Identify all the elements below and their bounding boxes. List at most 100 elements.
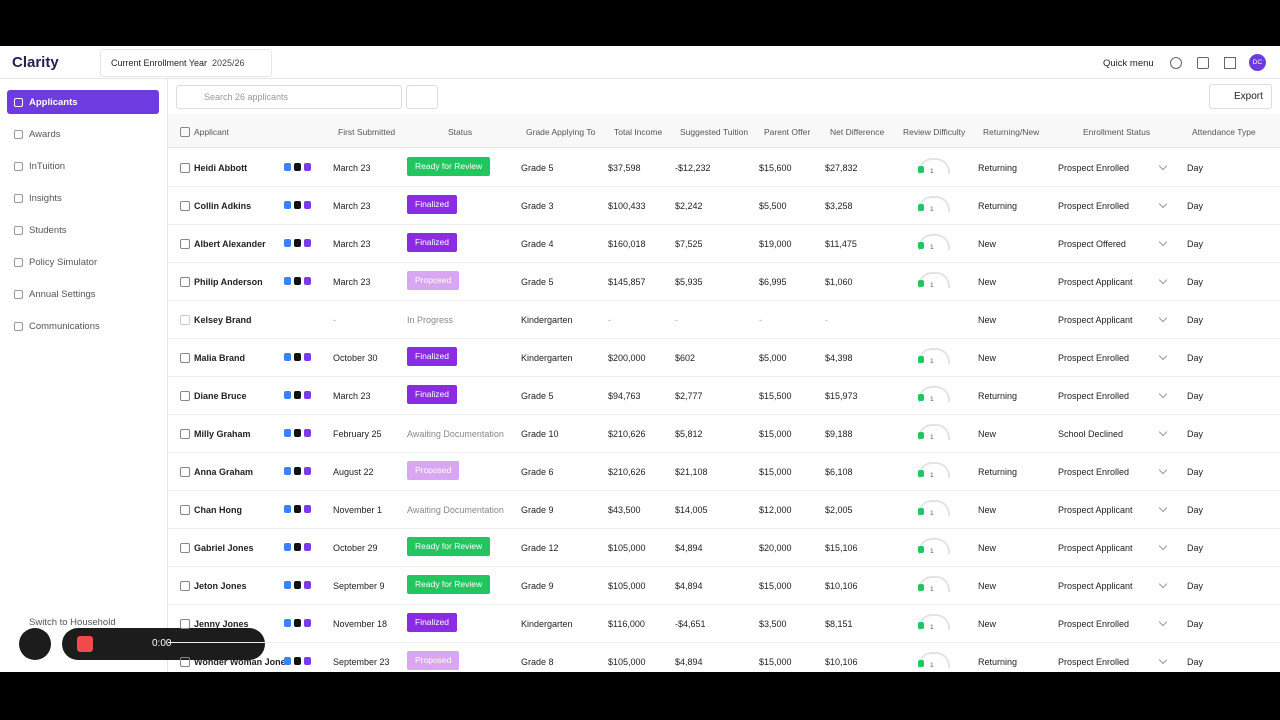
cell: $21,108 — [675, 467, 708, 477]
cell: $12,000 — [759, 505, 792, 515]
document-icon — [294, 657, 301, 665]
cell: Jenny Jones — [194, 619, 249, 629]
nav-item[interactable]: Applicants — [29, 97, 78, 108]
logo[interactable]: Clarity — [12, 54, 59, 71]
document-icon — [304, 353, 311, 361]
column-header[interactable]: Total Income — [614, 127, 663, 137]
nav-item[interactable]: Students — [29, 225, 67, 236]
nav-item[interactable]: Awards — [29, 129, 61, 140]
nav-item[interactable]: Insights — [29, 193, 62, 204]
column-header[interactable]: Returning/New — [983, 127, 1040, 137]
cell: Returning — [978, 163, 1018, 173]
quick-menu[interactable]: Quick menu — [1103, 58, 1154, 69]
year-value[interactable]: 2025/26 — [212, 58, 245, 68]
row-checkbox[interactable] — [180, 505, 190, 515]
column-header[interactable]: Parent Offer — [764, 127, 811, 137]
row-checkbox[interactable] — [180, 619, 190, 629]
row-checkbox[interactable] — [180, 429, 190, 439]
export-label: Export — [1234, 91, 1263, 102]
sidebar-footer[interactable]: Switch to Household — [29, 617, 116, 628]
settings-icon[interactable] — [1170, 57, 1182, 69]
share-icon[interactable] — [1197, 57, 1209, 69]
column-header[interactable]: Net Difference — [830, 127, 885, 137]
cell: Grade 6 — [521, 467, 554, 477]
row-checkbox[interactable] — [180, 353, 190, 363]
row-checkbox[interactable] — [180, 467, 190, 477]
data-icon[interactable] — [1224, 57, 1236, 69]
document-icon — [294, 353, 301, 361]
cell: $15,000 — [759, 467, 792, 477]
filter-button[interactable] — [406, 85, 438, 109]
column-header[interactable]: Attendance Type — [1192, 127, 1256, 137]
table-row[interactable] — [168, 376, 1280, 415]
avatar[interactable]: DC — [1249, 54, 1266, 71]
cell: - — [759, 315, 762, 325]
status-pill: Proposed — [407, 651, 460, 670]
document-icon — [284, 619, 291, 627]
cell: - — [675, 315, 678, 325]
row-checkbox[interactable] — [180, 543, 190, 553]
column-header[interactable]: Enrollment Status — [1083, 127, 1151, 137]
stop-button[interactable] — [77, 636, 93, 652]
column-header[interactable]: Status — [448, 127, 473, 137]
document-icon — [304, 391, 311, 399]
row-checkbox[interactable] — [180, 277, 190, 287]
difficulty-fill — [918, 356, 924, 363]
table-row[interactable] — [168, 224, 1280, 263]
cell: Grade 9 — [521, 505, 554, 515]
column-header[interactable]: First Submitted — [338, 127, 396, 137]
row-checkbox[interactable] — [180, 163, 190, 173]
table-row[interactable] — [168, 452, 1280, 491]
column-header[interactable]: Review Difficulty — [903, 127, 966, 137]
table-row[interactable] — [168, 490, 1280, 529]
nav-icon — [14, 258, 23, 267]
document-icon — [284, 391, 291, 399]
cell: $3,500 — [759, 619, 787, 629]
column-header[interactable]: Applicant — [194, 127, 229, 137]
difficulty-value: 1 — [930, 282, 934, 289]
year-label: Current Enrollment Year — [111, 58, 208, 68]
search-box[interactable] — [176, 85, 402, 109]
row-checkbox[interactable] — [180, 657, 190, 667]
table-row[interactable] — [168, 338, 1280, 377]
cell: New — [978, 505, 997, 515]
cell: $4,894 — [675, 581, 703, 591]
difficulty-value: 1 — [930, 624, 934, 631]
table-row[interactable] — [168, 566, 1280, 605]
difficulty-fill — [918, 166, 924, 173]
difficulty-fill — [918, 546, 924, 553]
row-checkbox[interactable] — [180, 239, 190, 249]
table-row[interactable] — [168, 604, 1280, 643]
cell: $37,598 — [608, 163, 641, 173]
table-row[interactable] — [168, 186, 1280, 225]
document-icon — [294, 543, 301, 551]
table-row[interactable] — [168, 528, 1280, 567]
row-checkbox[interactable] — [180, 315, 190, 325]
column-header[interactable]: Grade Applying To — [526, 127, 596, 137]
export-button[interactable] — [1209, 84, 1272, 109]
table-row[interactable] — [168, 262, 1280, 301]
document-icon — [284, 163, 291, 171]
cell: $116,000 — [608, 619, 645, 629]
year-selector[interactable] — [100, 49, 272, 77]
nav-item[interactable]: InTuition — [29, 161, 66, 172]
row-checkbox[interactable] — [180, 201, 190, 211]
row-checkbox[interactable] — [180, 581, 190, 591]
table-row[interactable] — [168, 300, 1280, 339]
nav-item[interactable]: Communications — [29, 321, 100, 332]
cell: $5,000 — [759, 353, 787, 363]
camera-button[interactable] — [19, 628, 51, 660]
cell: March 23 — [333, 163, 371, 173]
nav-item[interactable]: Annual Settings — [29, 289, 96, 300]
cell: November 1 — [333, 505, 383, 515]
cell: March 23 — [333, 277, 371, 287]
cell: New — [978, 353, 997, 363]
table-row[interactable] — [168, 414, 1280, 453]
column-header[interactable]: Suggested Tuition — [680, 127, 749, 137]
table-row[interactable] — [168, 148, 1280, 187]
cell: New — [978, 581, 997, 591]
row-checkbox[interactable] — [180, 391, 190, 401]
cell: Milly Graham — [194, 429, 251, 439]
cell: February 25 — [333, 429, 382, 439]
nav-item[interactable]: Policy Simulator — [29, 257, 98, 268]
